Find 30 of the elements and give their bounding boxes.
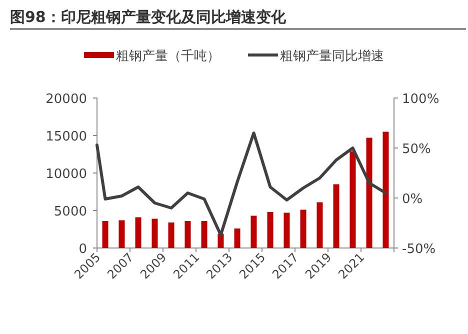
bar bbox=[118, 220, 125, 248]
y2-tick-label: 50% bbox=[402, 142, 431, 157]
y2-tick-label: 100% bbox=[402, 92, 440, 107]
y2-tick-label: -50% bbox=[402, 242, 436, 257]
line-series bbox=[96, 132, 388, 236]
y-tick-label: 15000 bbox=[46, 130, 87, 144]
bar bbox=[184, 221, 191, 248]
legend-label: 粗钢产量（千吨） bbox=[116, 49, 220, 64]
bar bbox=[350, 151, 356, 248]
bar bbox=[284, 212, 290, 248]
bar bbox=[135, 217, 142, 248]
bar bbox=[366, 138, 372, 248]
bar bbox=[316, 202, 323, 248]
bar bbox=[152, 218, 158, 248]
y2-tick-label: 0% bbox=[402, 192, 423, 207]
y-tick-label: 10000 bbox=[46, 167, 87, 182]
bar bbox=[300, 210, 306, 248]
bar bbox=[201, 221, 208, 248]
bar bbox=[234, 228, 240, 248]
bar bbox=[102, 221, 108, 248]
bar bbox=[168, 222, 174, 248]
bar bbox=[267, 212, 274, 248]
y-tick-label: 0 bbox=[78, 242, 87, 257]
legend-label: 粗钢产量同比增速 bbox=[280, 49, 384, 64]
bar bbox=[250, 216, 257, 248]
chart-title: 图98：印尼粗钢产量变化及同比增速变化 bbox=[10, 8, 287, 26]
y-tick-label: 20000 bbox=[46, 92, 87, 107]
bar bbox=[333, 184, 340, 248]
y-tick-label: 5000 bbox=[54, 204, 87, 220]
bar bbox=[382, 132, 389, 248]
